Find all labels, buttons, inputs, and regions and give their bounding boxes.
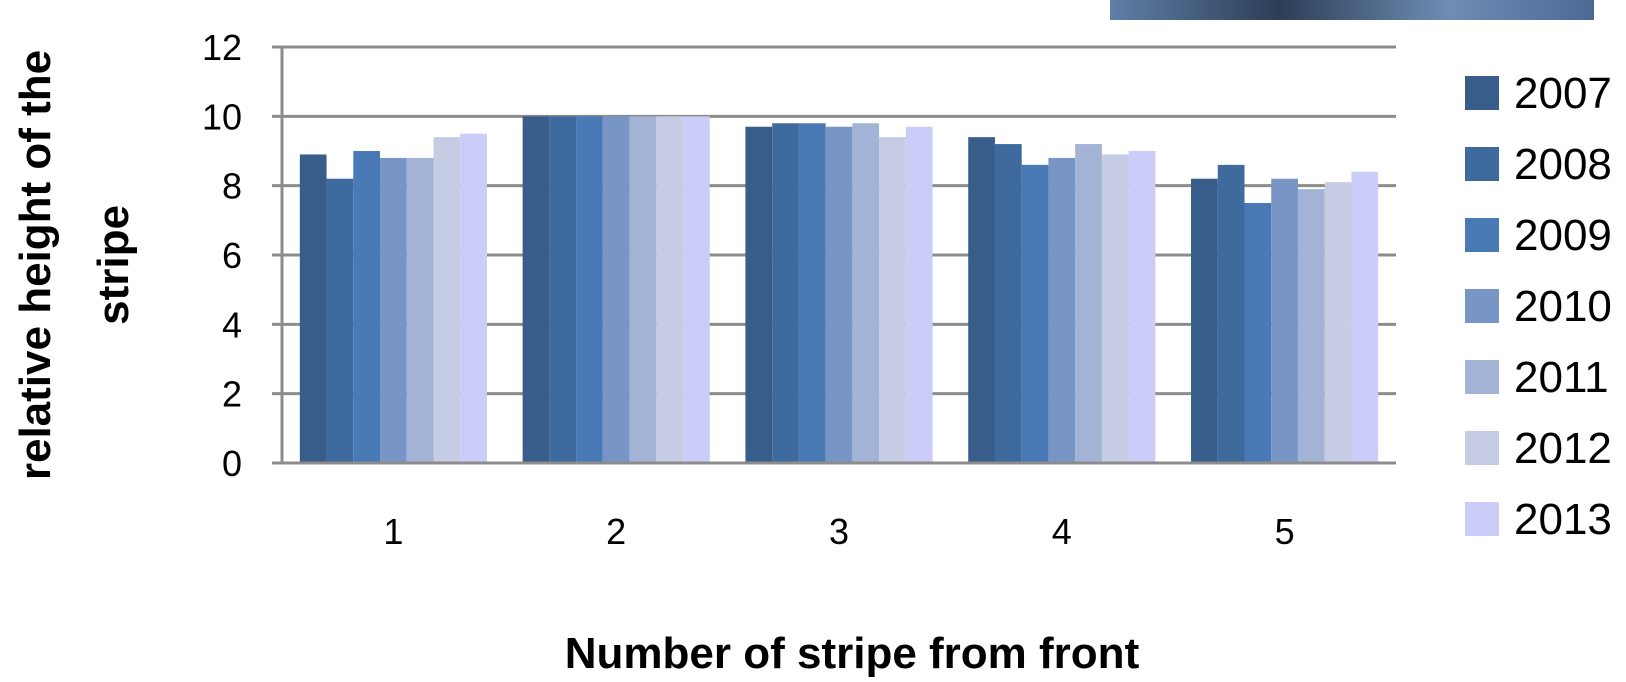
bar-2011-stripe-5: [1297, 189, 1325, 463]
y-tick-labels: 0 2 4 6 8 10 12: [202, 27, 242, 484]
legend-swatch-2010: [1465, 289, 1499, 323]
legend-label-2007: 2007: [1514, 69, 1612, 118]
bar-2013-stripe-4: [1128, 151, 1156, 463]
y-tick-label: 12: [202, 27, 242, 68]
bar-2008-stripe-2: [549, 116, 577, 463]
bar-2009-stripe-4: [1021, 164, 1049, 463]
legend-swatch-2007: [1465, 76, 1499, 110]
legend-swatch-2013: [1465, 502, 1499, 536]
legend-label-2010: 2010: [1514, 282, 1612, 331]
bar-2013-stripe-2: [683, 116, 710, 463]
bar-2011-stripe-1: [406, 157, 434, 463]
bar-2012-stripe-4: [1101, 154, 1129, 463]
x-tick-labels: 1 2 3 4 5: [383, 511, 1294, 552]
x-tick-label: 2: [606, 511, 626, 552]
legend-swatch-2008: [1465, 147, 1499, 181]
bar-2007-stripe-4: [968, 137, 995, 463]
y-axis-title-line-1: relative height of the: [11, 50, 60, 480]
y-tick-label: 8: [222, 166, 242, 207]
legend-swatch-2011: [1465, 360, 1499, 394]
bar-2010-stripe-5: [1271, 178, 1298, 463]
legend-label-2008: 2008: [1514, 140, 1612, 189]
x-tick-label: 5: [1275, 511, 1295, 552]
y-axis-title-line-2: stripe: [89, 205, 138, 325]
bar-2008-stripe-1: [326, 178, 354, 463]
bar-2010-stripe-2: [602, 116, 630, 463]
y-tick-label: 10: [202, 96, 242, 137]
y-tick-label: 2: [222, 374, 242, 415]
bar-2009-stripe-5: [1244, 203, 1272, 463]
legend-label-2013: 2013: [1514, 495, 1612, 544]
bar-2011-stripe-2: [629, 116, 657, 463]
bar-2013-stripe-5: [1351, 171, 1379, 464]
axes: [272, 45, 1396, 465]
bar-2010-stripe-3: [825, 126, 853, 463]
bar-2011-stripe-3: [852, 123, 880, 464]
bar-2011-stripe-4: [1075, 144, 1102, 464]
legend: 2007 2008 2009 2010 2011 2012 2013: [1465, 69, 1612, 544]
bar-2013-stripe-3: [905, 126, 933, 463]
bar-2007-stripe-3: [745, 126, 773, 463]
bar-2008-stripe-5: [1217, 164, 1245, 463]
y-tick-label: 4: [222, 304, 242, 345]
x-axis-title: Number of stripe from front: [565, 629, 1140, 678]
bar-2009-stripe-2: [576, 116, 603, 463]
bar-2012-stripe-5: [1324, 182, 1352, 463]
x-tick-label: 4: [1052, 511, 1072, 552]
legend-label-2011: 2011: [1514, 353, 1609, 402]
x-tick-label: 3: [829, 511, 849, 552]
legend-swatch-2012: [1465, 431, 1499, 465]
y-tick-label: 6: [222, 235, 242, 276]
bar-2013-stripe-1: [460, 133, 487, 463]
y-tick-label: 0: [222, 443, 242, 484]
bar-2012-stripe-2: [656, 116, 684, 463]
cropped-photo-strip: [1110, 0, 1594, 20]
bar-2007-stripe-5: [1191, 178, 1218, 463]
bar-2010-stripe-4: [1048, 157, 1076, 463]
bar-2010-stripe-1: [380, 157, 407, 463]
bar-2009-stripe-1: [353, 151, 381, 463]
bar-2009-stripe-3: [798, 123, 826, 464]
bar-2008-stripe-4: [994, 144, 1022, 464]
bar-2007-stripe-2: [522, 116, 550, 463]
legend-label-2012: 2012: [1514, 424, 1612, 473]
bars-group: [299, 116, 1379, 464]
legend-label-2009: 2009: [1514, 211, 1612, 260]
legend-swatch-2009: [1465, 218, 1499, 252]
x-tick-label: 1: [383, 511, 403, 552]
bar-2012-stripe-3: [879, 137, 906, 463]
bar-2008-stripe-3: [772, 123, 799, 464]
bar-2012-stripe-1: [433, 137, 461, 463]
bar-2007-stripe-1: [299, 154, 327, 463]
